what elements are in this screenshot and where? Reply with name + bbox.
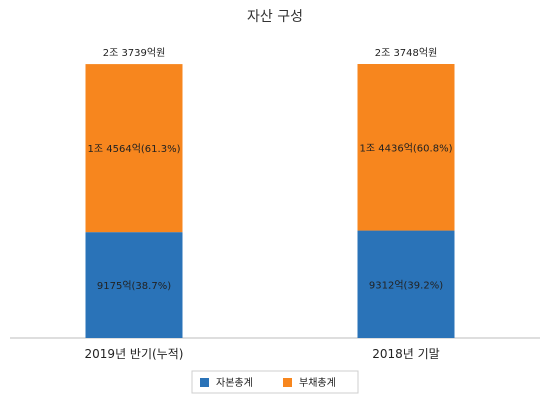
legend-label-liabilities: 부채총계: [299, 377, 336, 389]
bar-segment-equity-1: [357, 230, 455, 338]
data-label-liabilities-0: 1조 4564억(61.3%): [88, 143, 181, 155]
legend: 자본총계 부채총계: [191, 370, 359, 394]
bar-group: 9175억(38.7%) 1조 4564억(61.3%) 2조 3739억원 2019…: [85, 47, 455, 361]
total-label-1: 2조 3748억원: [375, 47, 438, 59]
total-label-0: 2조 3739억원: [103, 47, 166, 59]
bar-segment-equity-0: [85, 232, 183, 338]
bar-segment-liabilities-1: [357, 64, 455, 231]
bar-segment-liabilities-0: [85, 64, 183, 233]
x-tick-label-0: 2019년 반기(누적): [85, 347, 184, 361]
data-label-equity-1: 9312억(39.2%): [369, 279, 443, 291]
data-label-liabilities-1: 1조 4436억(60.8%): [360, 142, 453, 154]
legend-swatch-liabilities: [283, 378, 292, 387]
legend-box: [191, 370, 359, 394]
legend-swatch-equity: [200, 378, 209, 387]
legend-label-equity: 자본총계: [216, 377, 253, 389]
data-label-equity-0: 9175억(38.7%): [97, 280, 171, 292]
x-tick-label-1: 2018년 기말: [372, 347, 439, 361]
chart-title: 자산 구성: [247, 9, 303, 25]
